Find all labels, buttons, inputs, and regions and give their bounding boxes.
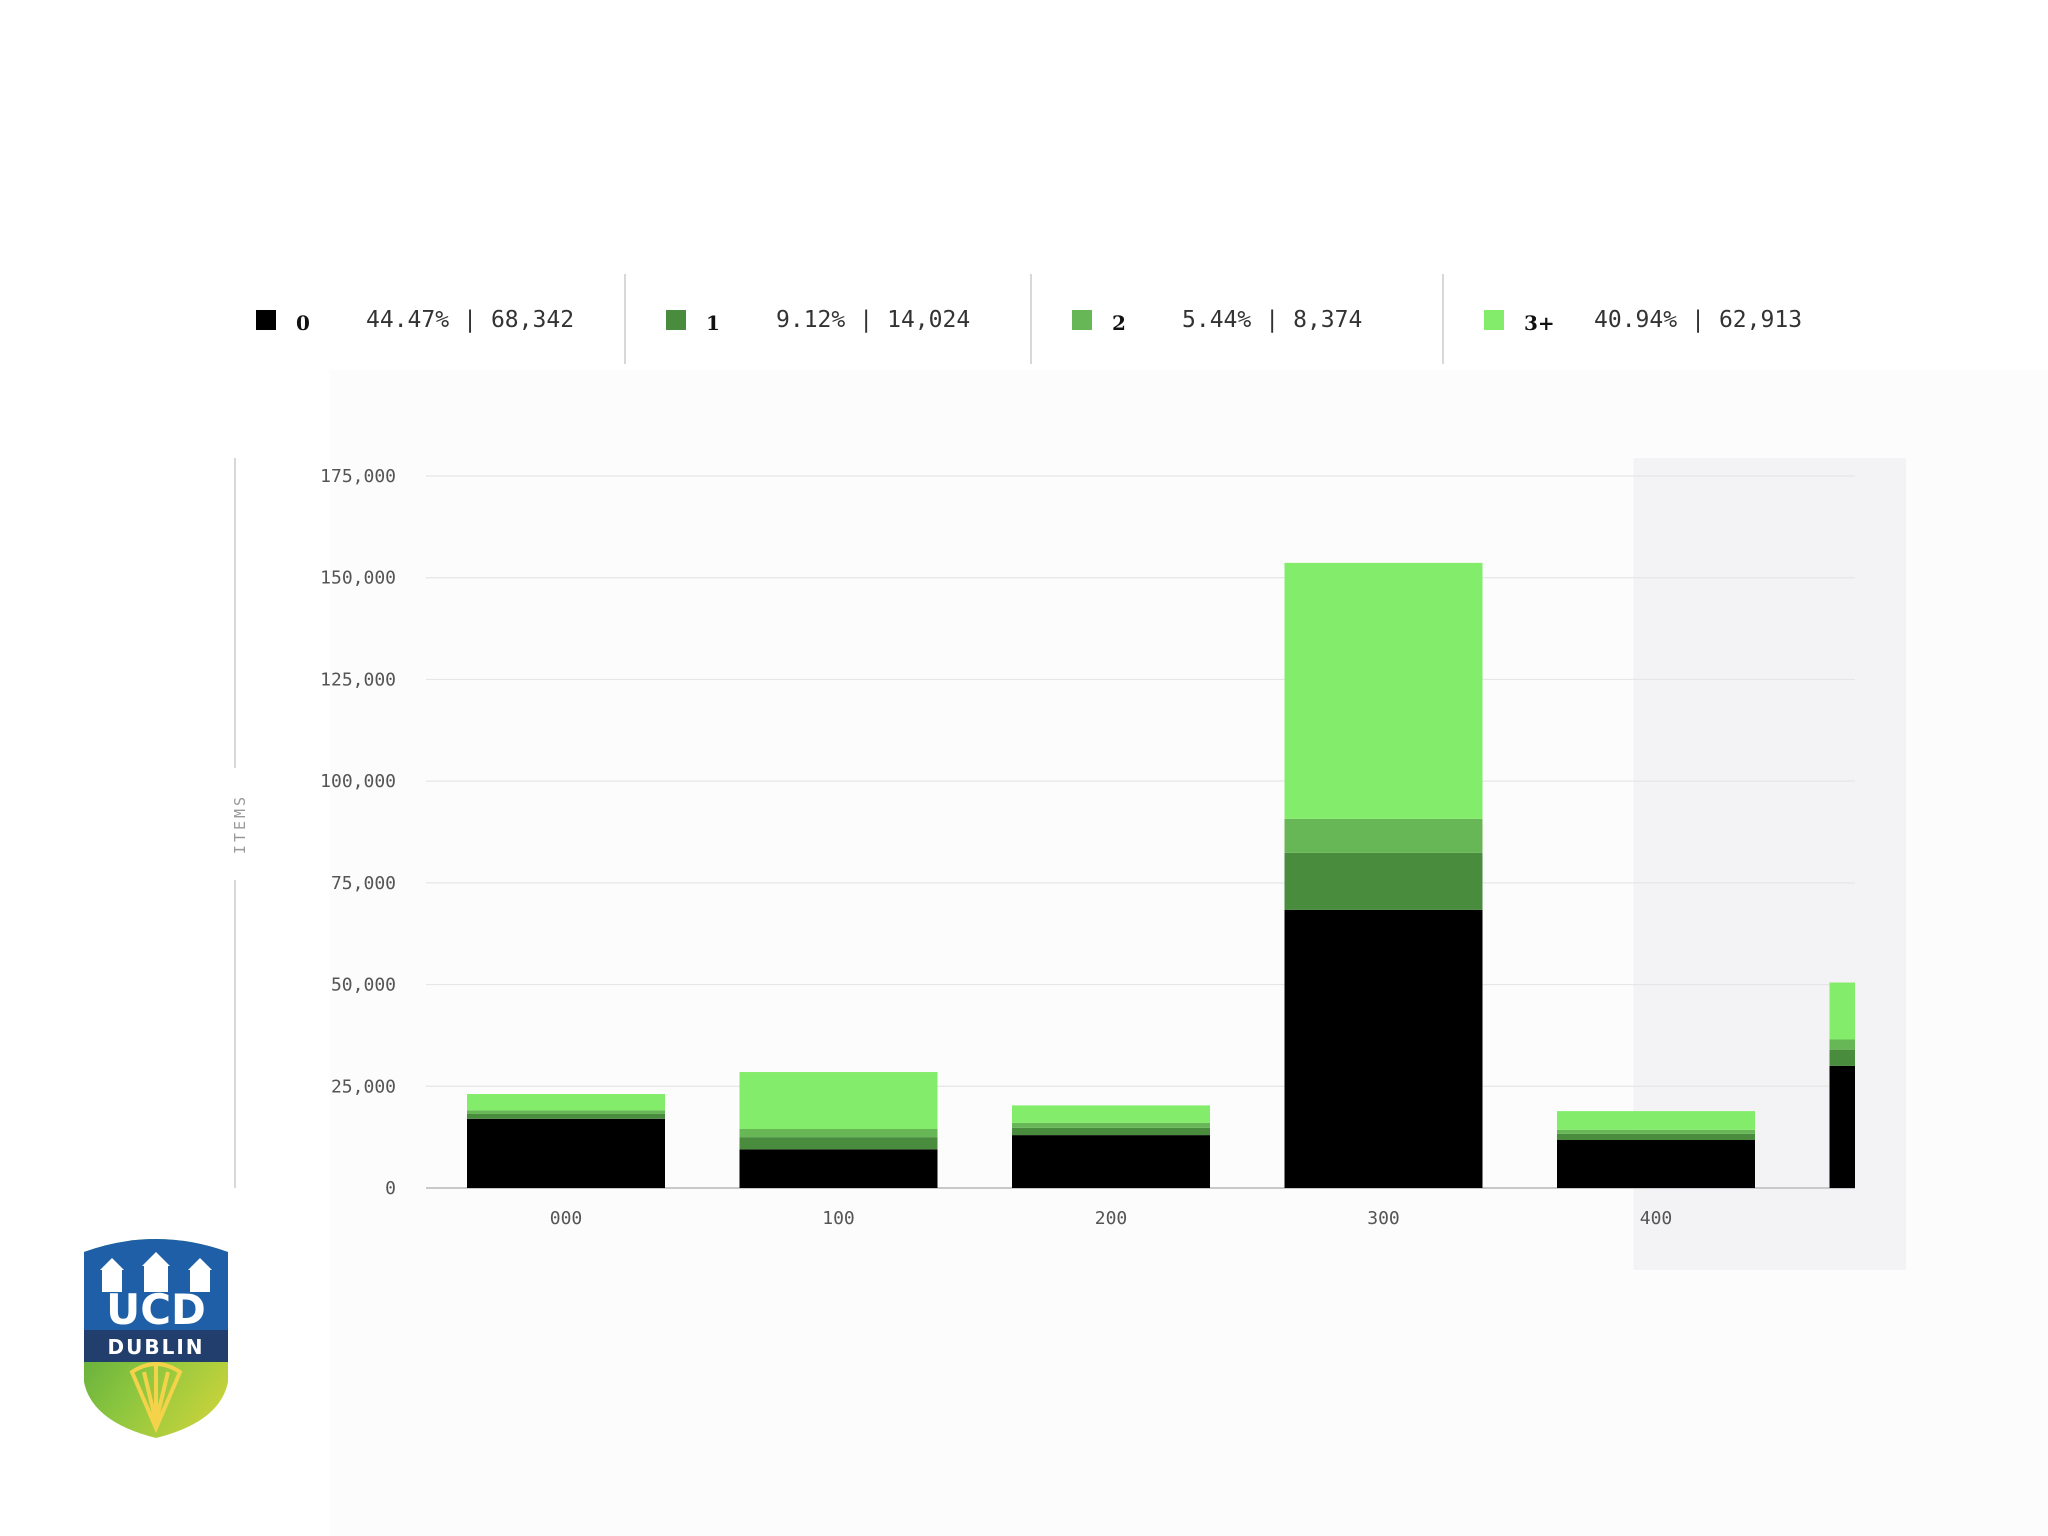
bar-segment-100-series-0 <box>739 1149 938 1188</box>
bar-segment-300-series-2 <box>1284 818 1483 853</box>
legend-item-1[interactable]: 1 9.12% | 14,024 <box>666 272 970 368</box>
y-tick-label: 100,000 <box>320 771 396 792</box>
legend-divider <box>1442 274 1444 364</box>
y-tick-label: 0 <box>385 1178 396 1199</box>
legend-count-2: 8,374 <box>1293 307 1363 333</box>
bar-segment-300-series-0 <box>1284 909 1483 1188</box>
x-tick-label: 400 <box>1640 1208 1673 1229</box>
y-tick-label: 125,000 <box>320 669 396 690</box>
legend-label-2: 2 <box>1112 311 1126 335</box>
legend-label-0: 0 <box>296 311 310 335</box>
y-tick-label: 175,000 <box>320 466 396 487</box>
y-tick-label: 25,000 <box>331 1076 396 1097</box>
legend-percent-1: 9.12% <box>776 307 846 333</box>
bar-segment-200-series-3+ <box>1012 1105 1210 1123</box>
legend-item-3plus[interactable]: 3+ 40.94% | 62,913 <box>1484 272 1802 368</box>
bar-segment-400-series-3+ <box>1557 1111 1755 1130</box>
harp-icon <box>129 1362 183 1434</box>
legend-item-2[interactable]: 2 5.44% | 8,374 <box>1072 272 1362 368</box>
x-tick-label: 300 <box>1367 1208 1400 1229</box>
bar-segment-partial-series-1 <box>1829 1049 1855 1066</box>
legend-label-1: 1 <box>706 311 720 335</box>
legend-swatch-1 <box>666 310 686 330</box>
y-tick-label: 75,000 <box>331 873 396 894</box>
legend-item-0[interactable]: 0 44.47% | 68,342 <box>256 272 574 368</box>
legend-label-3plus: 3+ <box>1524 311 1555 335</box>
bar-segment-000-series-0 <box>467 1118 665 1188</box>
legend-percent-3plus: 40.94% <box>1594 307 1678 333</box>
bar-segment-400-series-2 <box>1557 1129 1755 1134</box>
x-tick-label: 200 <box>1095 1208 1128 1229</box>
bar-segment-400-series-1 <box>1557 1133 1755 1140</box>
bar-segment-200-series-1 <box>1012 1127 1210 1136</box>
legend-swatch-3plus <box>1484 310 1504 330</box>
legend-swatch-0 <box>256 310 276 330</box>
bar-segment-100-series-2 <box>739 1129 938 1138</box>
legend-percent-2: 5.44% <box>1182 307 1252 333</box>
y-axis-label: ITEMS <box>231 794 249 854</box>
bar-segment-000-series-3+ <box>467 1094 665 1111</box>
y-tick-label: 50,000 <box>331 975 396 996</box>
legend-count-0: 68,342 <box>490 307 575 333</box>
ucd-dublin-logo: UCD DUBLIN <box>84 1239 228 1438</box>
bar-segment-000-series-1 <box>467 1113 665 1119</box>
bar-segment-partial-series-2 <box>1829 1039 1855 1050</box>
bar-segment-300-series-1 <box>1284 852 1483 910</box>
bar-segment-300-series-3+ <box>1284 562 1483 819</box>
logo-text-ucd: UCD <box>106 1285 206 1334</box>
legend-count-3plus: 62,913 <box>1718 307 1803 333</box>
legend-percent-0: 44.47% <box>366 307 450 333</box>
x-tick-label: 100 <box>822 1208 855 1229</box>
legend-divider <box>1030 274 1032 364</box>
x-tick-label: 000 <box>550 1208 583 1229</box>
bar-segment-000-series-2 <box>467 1110 665 1114</box>
bar-segment-100-series-3+ <box>739 1072 938 1130</box>
logo-text-dublin: DUBLIN <box>107 1335 204 1359</box>
chart-legend: 0 44.47% | 68,342 1 9.12% | 14,024 2 5.4… <box>230 272 1870 368</box>
bar-segment-100-series-1 <box>739 1137 938 1150</box>
bar-segment-partial-series-0 <box>1829 1065 1855 1188</box>
bar-segment-partial-series-3+ <box>1829 982 1855 1040</box>
bar-segment-400-series-0 <box>1557 1139 1755 1188</box>
y-tick-label: 150,000 <box>320 568 396 589</box>
bar-segment-200-series-0 <box>1012 1135 1210 1188</box>
legend-count-1: 14,024 <box>887 307 971 333</box>
legend-swatch-2 <box>1072 310 1092 330</box>
legend-divider <box>624 274 626 364</box>
bar-segment-200-series-2 <box>1012 1122 1210 1128</box>
